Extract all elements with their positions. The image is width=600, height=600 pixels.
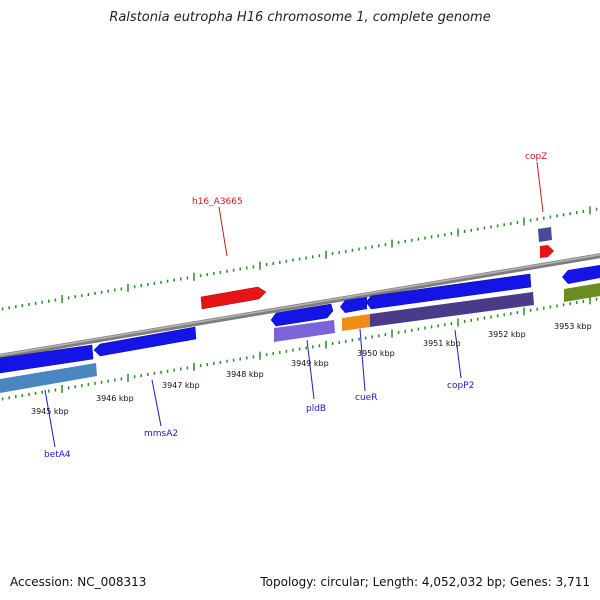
gene-arrow-copp2-domain[interactable] bbox=[370, 292, 534, 327]
gene-arrow-right-edge-domain[interactable] bbox=[564, 283, 600, 302]
gene-label-cuer[interactable]: cueR bbox=[355, 393, 377, 403]
gene-arrow-cuer-domain[interactable] bbox=[342, 314, 370, 331]
scale-label: 3949 kbp bbox=[291, 359, 329, 368]
upper-tick-track bbox=[1, 206, 598, 311]
scale-label: 3945 kbp bbox=[31, 407, 69, 416]
leader-copp2 bbox=[454, 329, 462, 379]
scale-label: 3952 kbp bbox=[488, 330, 526, 339]
leader-cuer bbox=[359, 328, 366, 392]
gene-arrow-h16-a3665[interactable] bbox=[200, 286, 267, 310]
gene-arrow-right-edge[interactable] bbox=[562, 265, 600, 284]
lower-tick-track bbox=[1, 296, 598, 401]
gene-arrow-mmsa2[interactable] bbox=[93, 326, 197, 357]
leader-mmsa2 bbox=[151, 379, 162, 427]
gene-label-mmsa2[interactable]: mmsA2 bbox=[144, 429, 178, 439]
gene-arrow-pldb-domain[interactable] bbox=[274, 320, 335, 342]
gene-arrow-copp2[interactable] bbox=[365, 273, 532, 310]
chromosome-backbone bbox=[0, 253, 600, 359]
leader-pldb bbox=[306, 339, 315, 400]
gene-arrow-copz-upper[interactable] bbox=[538, 227, 552, 242]
gene-label-beta4[interactable]: betA4 bbox=[44, 450, 71, 460]
gene-arrow-cuer[interactable] bbox=[340, 297, 367, 313]
scale-label: 3951 kbp bbox=[423, 339, 461, 348]
gene-label-copz[interactable]: copZ bbox=[525, 152, 547, 162]
diagram-title: Ralstonia eutropha H16 chromosome 1, com… bbox=[109, 10, 491, 25]
gene-label-h16-a3665[interactable]: h16_A3665 bbox=[192, 197, 243, 207]
genome-summary-text: Topology: circular; Length: 4,052,032 bp… bbox=[260, 575, 590, 589]
scale-label: 3947 kbp bbox=[162, 381, 200, 390]
gene-arrow-beta4-domain[interactable] bbox=[0, 363, 97, 393]
scale-label: 3950 kbp bbox=[357, 349, 395, 358]
gene-label-copp2[interactable]: copP2 bbox=[447, 381, 474, 391]
leader-copz bbox=[536, 161, 544, 213]
scale-label: 3946 kbp bbox=[96, 394, 134, 403]
leader-h16-a3665 bbox=[218, 206, 228, 257]
scale-label: 3948 kbp bbox=[226, 370, 264, 379]
gene-arrow-copz-lower[interactable] bbox=[540, 245, 554, 258]
gene-label-pldb[interactable]: pldB bbox=[306, 404, 326, 414]
gene-arrow-beta4[interactable] bbox=[0, 344, 94, 374]
leader-beta4 bbox=[44, 389, 56, 448]
gene-arrow-pldb[interactable] bbox=[270, 303, 334, 327]
accession-text: Accession: NC_008313 bbox=[10, 575, 147, 589]
scale-label: 3953 kbp bbox=[554, 322, 592, 331]
